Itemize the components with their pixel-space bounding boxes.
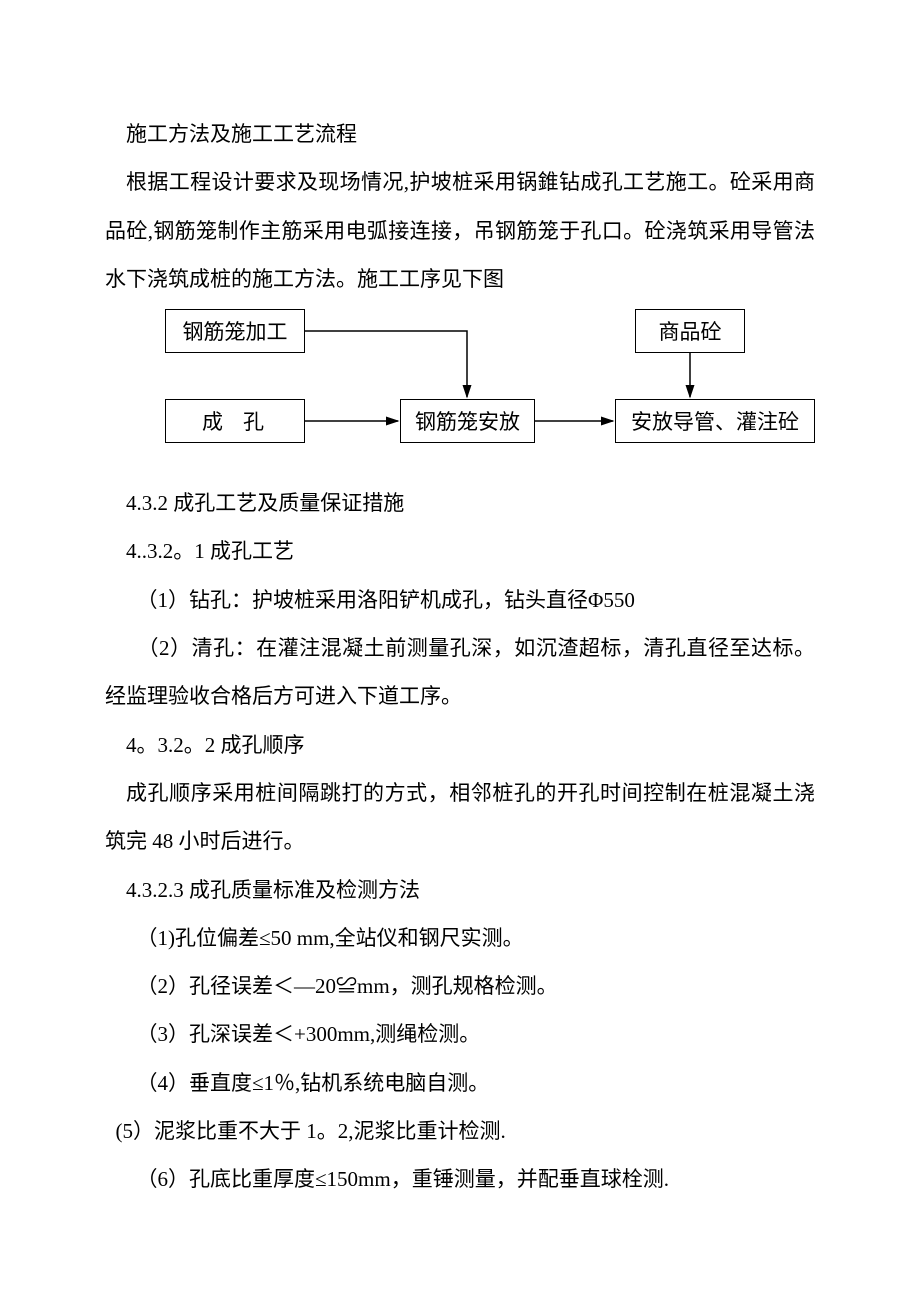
item-4-3-2-3-3: （3）孔深误差＜+300mm,测绳检测。	[105, 1010, 815, 1058]
heading-4-3-2: 4.3.2 成孔工艺及质量保证措施	[105, 479, 815, 527]
section-title: 施工方法及施工工艺流程	[105, 110, 815, 158]
item-4-3-2-1-2-text: （2）清孔：在灌注混凝土前测量孔深，如沉渣超标，清孔直径至达标。经监理验收合格后…	[105, 636, 815, 708]
heading-4-3-2-3: 4.3.2.3 成孔质量标准及检测方法	[105, 866, 815, 914]
item-4-3-2-3-1: （1)孔位偏差≤50 mm,全站仪和钢尺实测。	[105, 914, 815, 962]
process-flowchart: 钢筋笼加工 商品砼 成孔 钢筋笼安放 安放导管、灌注砼	[145, 309, 825, 469]
item-4-3-2-3-4: （4）垂直度≤1％,钻机系统电脑自测。	[105, 1059, 815, 1107]
item-4-3-2-3-6: （6）孔底比重厚度≤150mm，重锤测量，并配垂直球栓测.	[105, 1155, 815, 1203]
item-4-3-2-3-2: （2）孔径误差＜—20≌mm，测孔规格检测。	[105, 962, 815, 1010]
item-4-3-2-3-5: (5）泥浆比重不大于 1。2,泥浆比重计检测.	[105, 1107, 815, 1155]
item-4-3-2-1-2: （2）清孔：在灌注混凝土前测量孔深，如沉渣超标，清孔直径至达标。经监理验收合格后…	[105, 624, 815, 721]
flow-arrows	[145, 309, 825, 469]
heading-4-3-2-2: 4。3.2。2 成孔顺序	[105, 721, 815, 769]
intro-paragraph: 根据工程设计要求及现场情况,护坡桩采用锅錐钻成孔工艺施工。砼采用商品砼,钢筋笼制…	[105, 158, 815, 303]
paragraph-4-3-2-2: 成孔顺序采用桩间隔跳打的方式，相邻桩孔的开孔时间控制在桩混凝土浇筑完 48 小时…	[105, 769, 815, 866]
item-4-3-2-1-1: （1）钻孔：护坡桩采用洛阳铲机成孔，钻头直径Φ550	[105, 576, 815, 624]
heading-4-3-2-1: 4..3.2。1 成孔工艺	[105, 527, 815, 575]
document-page: 施工方法及施工工艺流程 根据工程设计要求及现场情况,护坡桩采用锅錐钻成孔工艺施工…	[0, 0, 920, 1284]
